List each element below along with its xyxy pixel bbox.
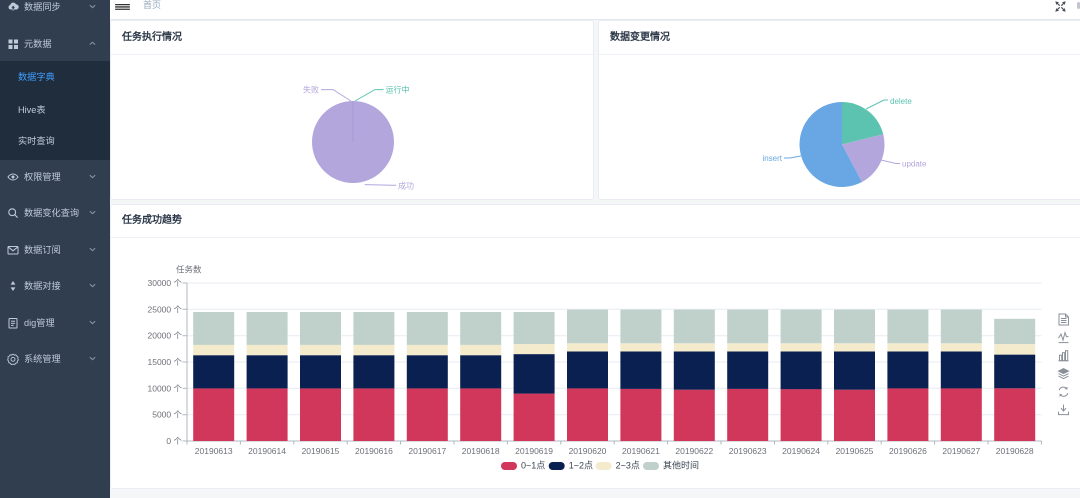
svg-text:15000 个: 15000 个 — [148, 357, 183, 367]
svg-text:20190622: 20190622 — [675, 446, 713, 456]
svg-text:20190620: 20190620 — [569, 446, 607, 456]
svg-text:20190614: 20190614 — [248, 446, 286, 456]
svg-text:delete: delete — [890, 97, 912, 106]
svg-text:20190624: 20190624 — [782, 446, 820, 456]
svg-text:2~3点: 2~3点 — [616, 461, 640, 471]
svg-text:运行中: 运行中 — [386, 85, 410, 95]
svg-text:20190618: 20190618 — [462, 446, 500, 456]
svg-text:0 个: 0 个 — [166, 436, 182, 446]
svg-text:insert: insert — [762, 154, 782, 163]
svg-text:5000 个: 5000 个 — [152, 410, 182, 420]
svg-text:20190626: 20190626 — [889, 446, 927, 456]
svg-text:10000 个: 10000 个 — [148, 383, 183, 393]
svg-text:20190615: 20190615 — [302, 446, 340, 456]
svg-text:20000 个: 20000 个 — [148, 331, 183, 341]
svg-text:20190623: 20190623 — [729, 446, 767, 456]
svg-text:其他时间: 其他时间 — [663, 460, 699, 471]
svg-text:20190628: 20190628 — [996, 446, 1034, 456]
svg-text:20190617: 20190617 — [408, 446, 446, 456]
svg-text:20190621: 20190621 — [622, 446, 660, 456]
svg-text:update: update — [902, 160, 927, 169]
svg-text:20190613: 20190613 — [195, 446, 233, 456]
svg-text:1~2点: 1~2点 — [569, 461, 593, 471]
svg-text:0~1点: 0~1点 — [521, 461, 545, 471]
svg-text:20190619: 20190619 — [515, 446, 553, 456]
svg-text:失败: 失败 — [303, 85, 319, 95]
svg-text:20190625: 20190625 — [836, 446, 874, 456]
svg-text:20190627: 20190627 — [942, 446, 980, 456]
svg-text:任务数: 任务数 — [176, 265, 202, 275]
svg-text:成功: 成功 — [398, 181, 414, 191]
svg-text:30000 个: 30000 个 — [148, 278, 183, 288]
svg-text:25000 个: 25000 个 — [148, 304, 183, 314]
svg-text:20190616: 20190616 — [355, 446, 393, 456]
